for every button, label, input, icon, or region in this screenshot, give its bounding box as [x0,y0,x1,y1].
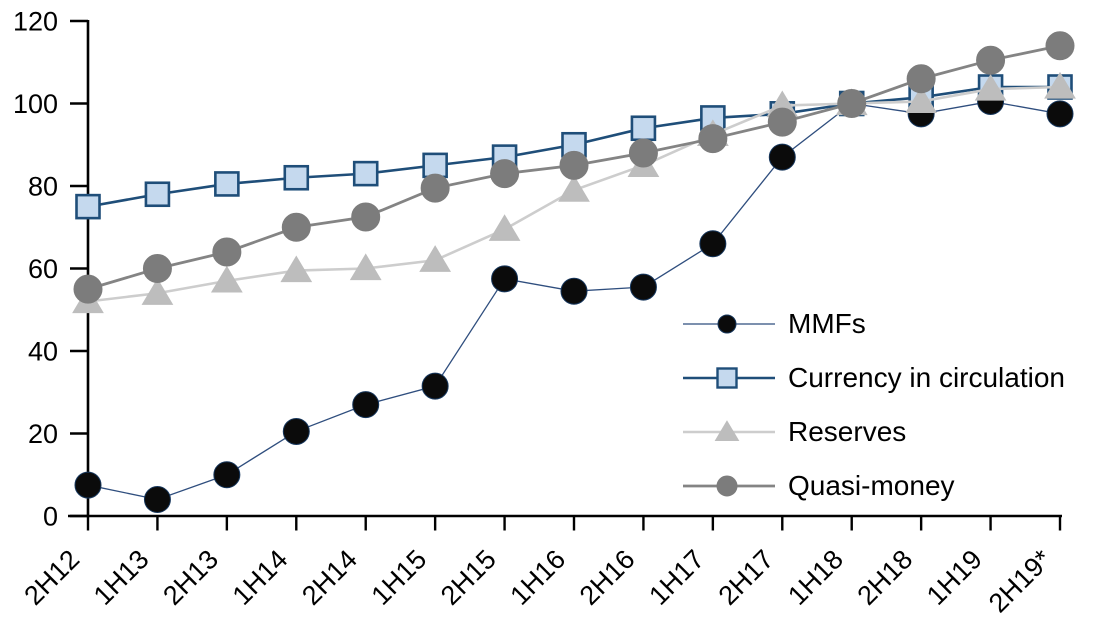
data-point-marker [1044,71,1076,99]
mmfs-marker-swatch [683,314,775,334]
data-point-marker [906,64,936,94]
data-point-marker [214,171,240,197]
x-tick-label: 1H17 [643,544,710,611]
data-point-marker [559,150,589,180]
data-point-marker [1046,100,1074,128]
currency-marker-swatch [683,367,775,389]
x-tick-label: 2H16 [574,544,641,611]
data-point-marker [351,202,381,232]
y-tick-label: 120 [13,7,58,37]
x-tick-label: 2H19* [983,544,1058,619]
y-tick-label: 0 [43,502,58,532]
data-point-marker [283,164,310,191]
data-point-marker [488,214,521,241]
data-point-marker [699,230,727,258]
series-quasi-money [73,31,1075,304]
x-tick-label: 1H14 [227,544,294,611]
legend-label-reserves: Reserves [788,416,907,447]
x-tick-label: 1H13 [88,544,155,611]
legend-label-mmfs: MMFs [788,308,866,339]
data-point-marker [905,86,938,114]
data-point-marker [349,253,382,281]
legend: MMFs Currency in circulation Reserves Qu… [683,297,1065,513]
y-tick-label: 80 [28,172,58,202]
data-point-marker [352,160,379,187]
data-point-marker [422,152,448,179]
legend-item-quasi-money: Quasi-money [683,459,1065,513]
data-point-marker [141,278,174,305]
data-point-marker [630,115,657,142]
legend-item-reserves: Reserves [683,405,1065,459]
data-point-marker [1045,31,1075,61]
legend-marker [716,475,738,497]
data-point-marker [837,89,867,118]
data-point-marker [144,181,171,208]
data-point-marker [767,107,797,137]
legend-item-currency-in-circulation: Currency in circulation [683,351,1065,405]
data-point-marker [281,212,311,242]
data-point-marker [976,45,1006,75]
y-axis: 0 20 40 60 80 100 120 [13,7,90,532]
data-point-marker [698,124,728,154]
x-tick-label: 1H18 [782,544,849,611]
x-tick-label: 1H15 [366,544,433,611]
data-point-marker [280,255,313,283]
x-tick-label: 2H13 [157,544,224,611]
data-point-marker [974,73,1007,101]
data-point-marker [560,277,588,305]
data-point-marker [282,417,310,445]
x-tick-label: 2H18 [852,544,919,611]
data-point-marker [490,159,520,189]
data-point-marker [212,237,242,267]
x-tick-label: 1H16 [504,544,571,611]
data-point-marker [420,173,450,203]
data-point-marker [558,175,590,202]
x-tick-label: 2H12 [18,544,85,611]
y-tick-label: 60 [28,254,58,284]
x-tick-label: 1H19 [921,544,988,611]
legend-item-mmfs: MMFs [683,297,1065,351]
data-point-marker [352,391,380,419]
data-point-marker [73,274,103,304]
legend-marker [714,420,740,442]
data-point-marker [628,138,658,168]
legend-marker [716,367,738,389]
quasi-money-marker-swatch [683,475,775,497]
data-point-marker [629,273,657,301]
data-point-marker [421,372,449,400]
data-point-marker [213,461,241,489]
data-point-marker [142,254,172,283]
data-point-marker [419,245,452,272]
legend-label-currency-in-circulation: Currency in circulation [788,362,1065,393]
data-point-marker [210,265,243,293]
data-point-marker [143,486,171,513]
data-point-marker [768,143,796,171]
y-tick-label: 100 [13,89,58,119]
y-tick-label: 20 [28,419,58,449]
data-point-marker [491,265,519,293]
x-tick-label: 2H15 [435,544,502,611]
x-axis: 2H12 1H13 2H13 1H14 2H14 1H15 2H15 1H16 2H16 1H17… [18,514,1062,619]
x-tick-label: 2H14 [296,544,363,611]
y-tick-label: 40 [28,337,58,367]
data-point-marker [74,471,102,499]
x-tick-label: 2H17 [713,544,780,611]
legend-marker [717,314,737,334]
reserves-marker-swatch [683,420,775,442]
data-point-marker [75,193,101,220]
legend-label-quasi-money: Quasi-money [788,470,955,501]
